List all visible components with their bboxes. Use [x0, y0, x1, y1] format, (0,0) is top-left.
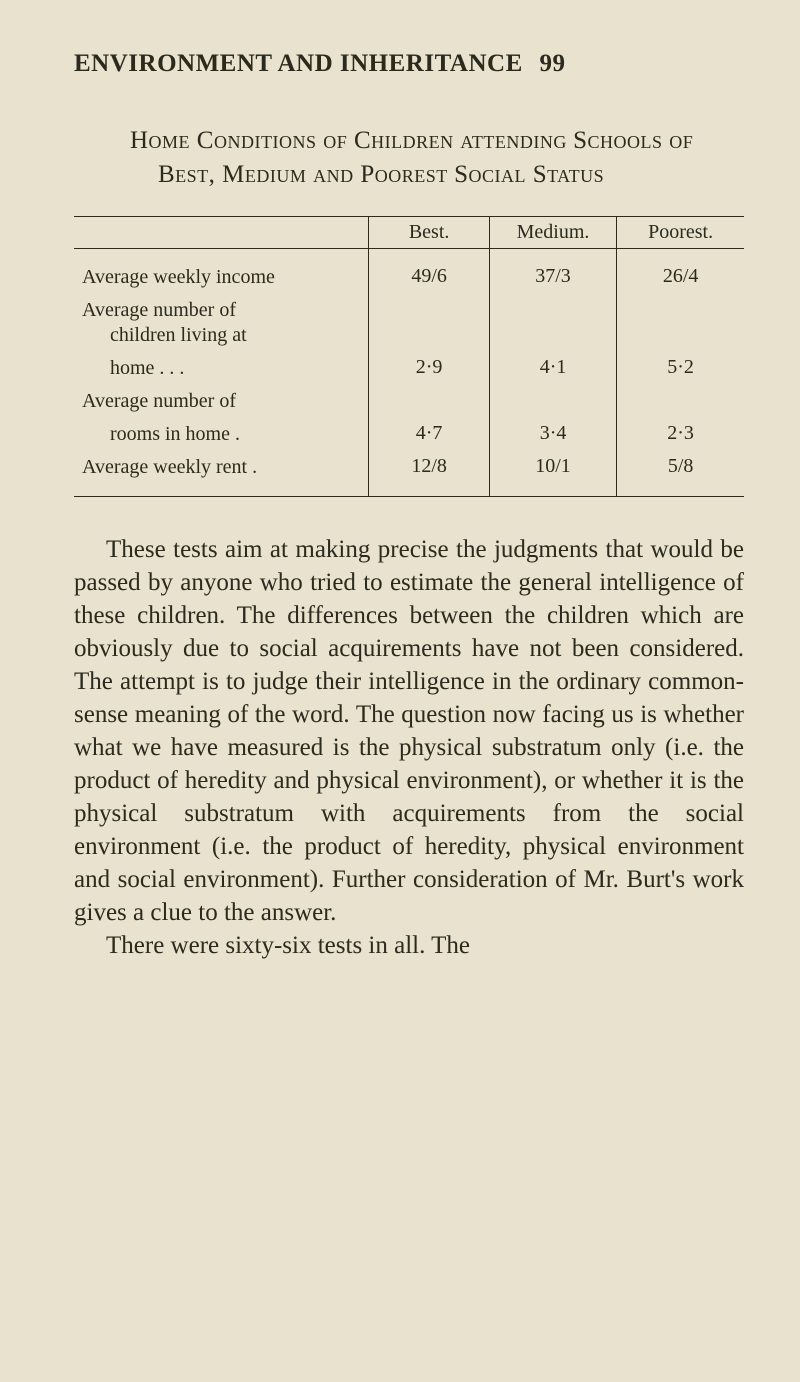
header-blank — [74, 216, 369, 248]
cell: 49/6 — [369, 261, 490, 294]
table-spacer — [74, 484, 744, 497]
row-label: Average number of — [74, 385, 369, 418]
cell: 5/8 — [617, 451, 744, 484]
data-table: Best. Medium. Poorest. Average weekly in… — [74, 216, 744, 497]
cell: 10/1 — [489, 451, 616, 484]
row-label: home . . . — [74, 352, 369, 385]
cell: 12/8 — [369, 451, 490, 484]
cell: 2·3 — [617, 418, 744, 451]
table-row: rooms in home . 4·7 3·4 2·3 — [74, 418, 744, 451]
table-row: Average weekly rent . 12/8 10/1 5/8 — [74, 451, 744, 484]
row-label: Average number of children living at — [74, 294, 369, 352]
title-line-1: Home Conditions of Children attending — [130, 127, 567, 154]
col-header-poorest: Poorest. — [617, 216, 744, 248]
cell: 5·2 — [617, 352, 744, 385]
col-header-medium: Medium. — [489, 216, 616, 248]
cell: 4·7 — [369, 418, 490, 451]
col-header-best: Best. — [369, 216, 490, 248]
page: ENVIRONMENT AND INHERITANCE 99 Home Cond… — [0, 0, 800, 1002]
cell: 2·9 — [369, 352, 490, 385]
cell: 26/4 — [617, 261, 744, 294]
cell: 3·4 — [489, 418, 616, 451]
table-row: Average number of children living at — [74, 294, 744, 352]
paragraph: There were sixty-six tests in all. The — [74, 929, 744, 962]
cell: 37/3 — [489, 261, 616, 294]
row-label: Average weekly income — [74, 261, 369, 294]
section-title: Home Conditions of Children attending Sc… — [74, 124, 744, 192]
table-row: home . . . 2·9 4·1 5·2 — [74, 352, 744, 385]
row-label: Average weekly rent . — [74, 451, 369, 484]
paragraph: These tests aim at making precise the ju… — [74, 533, 744, 929]
body-text: These tests aim at making precise the ju… — [74, 533, 744, 962]
running-head: ENVIRONMENT AND INHERITANCE 99 — [74, 50, 744, 78]
table-row: Average weekly income 49/6 37/3 26/4 — [74, 261, 744, 294]
page-number: 99 — [540, 50, 566, 77]
row-label: rooms in home . — [74, 418, 369, 451]
table-spacer — [74, 248, 744, 261]
title-line-3: Social Status — [454, 161, 604, 188]
running-title: ENVIRONMENT AND INHERITANCE — [74, 50, 523, 77]
cell: 4·1 — [489, 352, 616, 385]
table-row: Average number of — [74, 385, 744, 418]
table-header-row: Best. Medium. Poorest. — [74, 216, 744, 248]
